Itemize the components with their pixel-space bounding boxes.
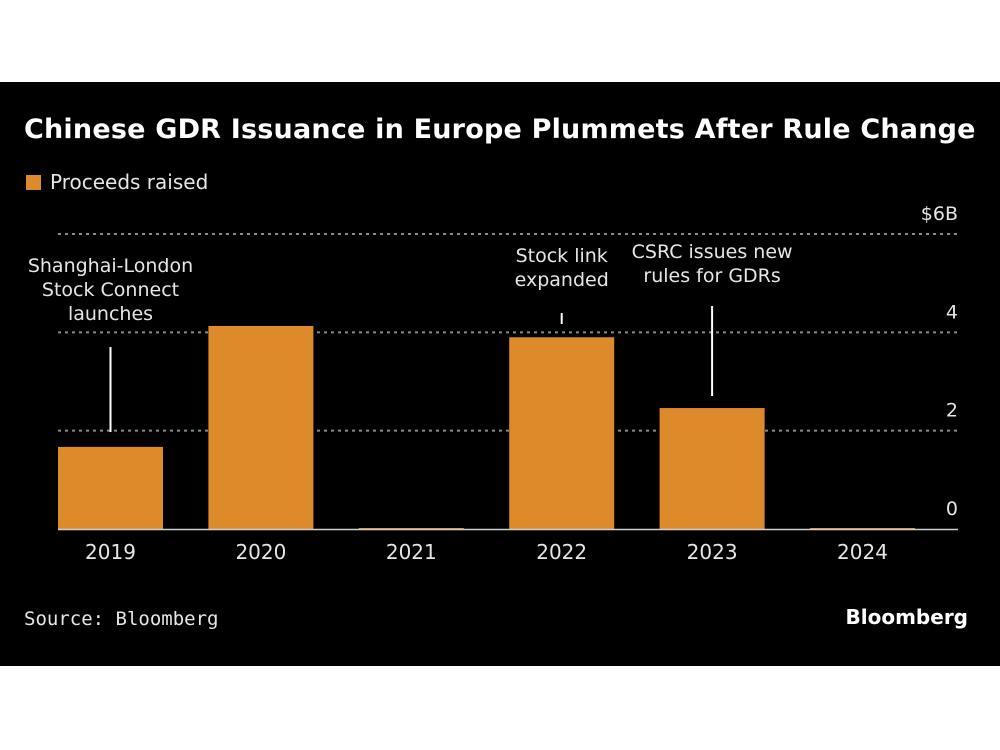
bloomberg-logo: Bloomberg	[845, 605, 968, 629]
bar-2022	[509, 337, 615, 529]
x-tick-label: 2024	[837, 540, 888, 564]
bar-2020	[208, 325, 314, 529]
bar-2019	[58, 446, 163, 529]
y-tick-label: $6B	[921, 203, 958, 225]
x-tick-label: 2023	[687, 540, 738, 564]
annotation-text: launches	[68, 303, 153, 325]
legend-label: Proceeds raised	[50, 170, 209, 194]
annotation-text: Stock link	[516, 245, 608, 267]
y-tick-label: 4	[946, 301, 958, 323]
bars	[58, 325, 915, 530]
annotation-text: expanded	[515, 269, 609, 291]
annotation-text: rules for GDRs	[643, 265, 780, 287]
x-tick-label: 2020	[235, 540, 286, 564]
legend-swatch	[26, 174, 41, 190]
bar-chart: 0 2 4 $6B 2019 2020 2021 2022 2023 2024 Shanghai-…	[28, 203, 958, 564]
annotation-text: CSRC issues new	[632, 241, 793, 263]
source-note: Source: Bloomberg	[24, 608, 219, 630]
chart-title: Chinese GDR Issuance in Europe Plummets …	[24, 114, 976, 145]
chart-card: Chinese GDR Issuance in Europe Plummets …	[0, 82, 1000, 666]
bar-2023	[659, 408, 765, 529]
y-tick-label: 0	[946, 498, 958, 520]
x-tick-label: 2022	[536, 540, 587, 564]
annotation-text: Stock Connect	[42, 279, 179, 301]
x-tick-label: 2021	[386, 540, 437, 564]
axes: 0 2 4 $6B 2019 2020 2021 2022 2023 2024	[58, 203, 958, 564]
annotation-text: Shanghai-London	[28, 255, 193, 277]
y-tick-label: 2	[946, 400, 958, 422]
gridlines	[58, 233, 958, 432]
x-tick-label: 2019	[85, 540, 136, 564]
legend: Proceeds raised	[26, 170, 208, 194]
